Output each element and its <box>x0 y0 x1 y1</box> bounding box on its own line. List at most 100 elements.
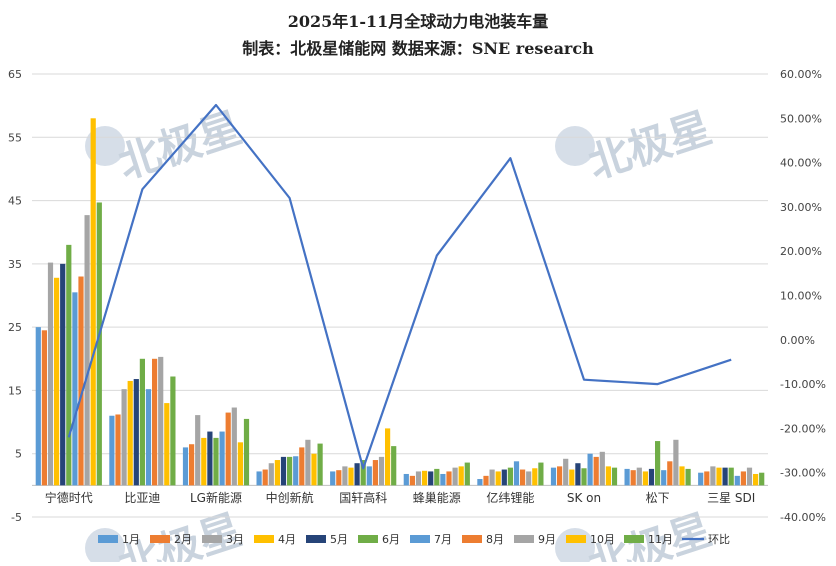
bar <box>434 469 439 485</box>
legend-swatch <box>462 535 482 543</box>
bar <box>140 359 145 486</box>
bar <box>508 468 513 486</box>
bar <box>54 278 59 486</box>
bar <box>631 470 636 485</box>
bar <box>244 419 249 485</box>
bar <box>115 414 120 485</box>
legend-label: 1月 <box>122 533 140 546</box>
bar <box>679 466 684 485</box>
bar <box>134 379 139 485</box>
bar <box>189 444 194 485</box>
bar <box>152 359 157 486</box>
right-tick-label: 10.00% <box>780 290 822 303</box>
bar <box>490 470 495 486</box>
right-tick-label: 20.00% <box>780 245 822 258</box>
bar <box>581 468 586 485</box>
legend-swatch <box>150 535 170 543</box>
bar <box>78 277 83 486</box>
bar <box>373 460 378 485</box>
bar <box>514 461 519 485</box>
bar <box>459 466 464 485</box>
bar <box>122 389 127 485</box>
bar <box>410 476 415 485</box>
legend-label: 11月 <box>648 533 673 546</box>
bar <box>348 468 353 486</box>
bar <box>232 408 237 486</box>
right-tick-label: 0.00% <box>780 334 815 347</box>
right-tick-label: -10.00% <box>780 378 826 391</box>
bar <box>287 457 292 485</box>
bar <box>453 468 458 486</box>
bar <box>318 444 323 486</box>
left-tick-label: 65 <box>8 68 22 81</box>
bar <box>575 463 580 485</box>
bar <box>716 468 721 486</box>
bar <box>195 415 200 485</box>
category-label: SK on <box>567 491 601 505</box>
legend-swatch <box>624 535 644 543</box>
legend-swatch <box>254 535 274 543</box>
bar <box>128 381 133 485</box>
left-tick-label: 55 <box>8 131 22 144</box>
category-label: 三星 SDI <box>707 491 755 505</box>
bar <box>600 452 605 486</box>
left-tick-label: 45 <box>8 195 22 208</box>
bar <box>759 473 764 486</box>
bar <box>336 470 341 485</box>
left-tick-label: 35 <box>8 258 22 271</box>
bar <box>594 457 599 485</box>
bar <box>72 292 77 485</box>
category-label: 蜂巢能源 <box>413 491 461 505</box>
bar <box>183 447 188 485</box>
legend-swatch <box>306 535 326 543</box>
legend-swatch <box>202 535 222 543</box>
bar <box>146 389 151 485</box>
bar <box>673 440 678 486</box>
bar <box>477 479 482 485</box>
legend-swatch <box>566 535 586 543</box>
legend-label: 6月 <box>382 533 400 546</box>
bar <box>269 463 274 485</box>
bar <box>698 473 703 486</box>
bar <box>440 474 445 485</box>
bar <box>422 471 427 486</box>
bar <box>48 263 53 486</box>
bar <box>532 468 537 485</box>
bar <box>379 457 384 485</box>
left-tick-label: 5 <box>15 448 22 461</box>
right-tick-label: 50.00% <box>780 112 822 125</box>
bar <box>655 441 660 485</box>
bar <box>704 471 709 485</box>
bar <box>367 466 372 485</box>
bar <box>606 466 611 485</box>
legend-label: 5月 <box>330 533 348 546</box>
bar <box>612 468 617 486</box>
bar <box>667 461 672 485</box>
bar <box>293 456 298 485</box>
category-label: 比亚迪 <box>124 491 160 505</box>
bar <box>661 470 666 485</box>
bar <box>355 463 360 485</box>
bar <box>109 416 114 486</box>
bar <box>747 468 752 486</box>
bar <box>275 460 280 485</box>
bar <box>404 474 409 485</box>
bar <box>710 466 715 485</box>
right-tick-label: -30.00% <box>780 467 826 480</box>
bar <box>91 118 96 485</box>
right-tick-label: -20.00% <box>780 422 826 435</box>
bar <box>42 330 47 485</box>
bar <box>649 469 654 485</box>
bar <box>416 471 421 485</box>
bar <box>446 471 451 485</box>
right-tick-label: 30.00% <box>780 201 822 214</box>
bar <box>551 468 556 486</box>
bar <box>483 476 488 485</box>
bar <box>305 440 310 486</box>
bar <box>643 471 648 485</box>
category-label: 宁德时代 <box>45 490 93 505</box>
legend-swatch <box>410 535 430 543</box>
bar <box>538 463 543 486</box>
bar <box>526 471 531 485</box>
